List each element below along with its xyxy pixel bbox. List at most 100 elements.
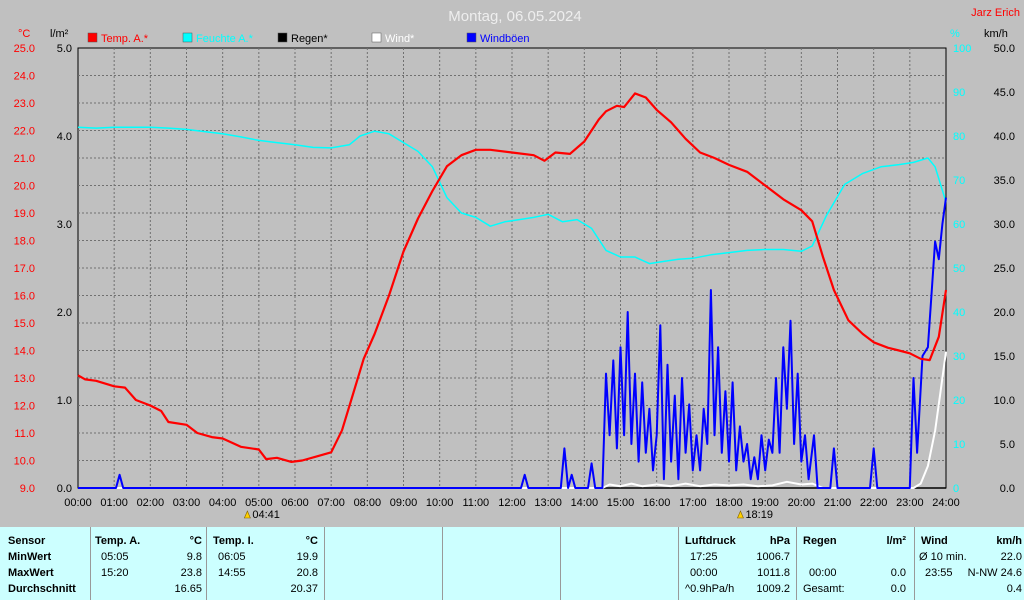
- x-tick-label: 12:00: [498, 497, 526, 509]
- rain-max-time: 00:00: [809, 567, 837, 579]
- x-tick-label: 11:00: [462, 497, 489, 509]
- rain-tick-label: 3.0: [57, 219, 72, 231]
- stats-temp-outdoor-panel: Temp. A. °C 05:05 9.8 15:20 23.8 16.65: [90, 527, 206, 600]
- humidity-tick-label: 0: [953, 483, 959, 495]
- humidity-tick-label: 80: [953, 131, 965, 143]
- humidity-tick-label: 20: [953, 395, 965, 407]
- wind-tick-label: 15.0: [994, 351, 1015, 363]
- wind-tick-label: 40.0: [994, 131, 1015, 143]
- humidity-tick-label: 40: [953, 307, 965, 319]
- temp-i-header: Temp. I.: [213, 535, 254, 547]
- sunset-time: 18:19: [745, 509, 773, 521]
- x-tick-label: 16:00: [643, 497, 671, 509]
- x-tick-label: 15:00: [607, 497, 635, 509]
- wind-tick-label: 5.0: [1000, 439, 1015, 451]
- wind-tick-label: 35.0: [994, 175, 1015, 187]
- stats-sensor-panel: Sensor MinWert MaxWert Durchschnitt: [0, 527, 90, 600]
- temp-tick-label: 21.0: [14, 153, 35, 165]
- wind-tick-label: 45.0: [994, 87, 1015, 99]
- humidity-tick-label: 10: [953, 439, 965, 451]
- temp-i-min-time: 06:05: [218, 551, 246, 563]
- temp-a-max-value: 23.8: [180, 567, 202, 579]
- series-line-tempa: [77, 92, 948, 463]
- x-tick-label: 02:00: [137, 497, 165, 509]
- temp-a-header: Temp. A.: [95, 535, 141, 547]
- wind-unit-label: km/h: [984, 28, 1008, 40]
- station-name: Jarz Erich: [971, 7, 1020, 19]
- row-label-min: MinWert: [8, 551, 52, 563]
- rain-tick-label: 2.0: [57, 307, 72, 319]
- legend-label: Regen*: [291, 33, 328, 45]
- temp-tick-label: 17.0: [14, 263, 35, 275]
- x-tick-label: 09:00: [390, 497, 418, 509]
- humidity-tick-label: 90: [953, 87, 965, 99]
- humidity-tick-label: 100: [953, 43, 971, 55]
- series-lines: [77, 92, 948, 489]
- wind-average: 0.4: [1006, 583, 1022, 595]
- pressure-min-time: 17:25: [690, 551, 718, 563]
- temp-tick-label: 13.0: [14, 373, 35, 385]
- legend-label: Temp. A.*: [101, 33, 149, 45]
- x-tick-label: 13:00: [534, 497, 562, 509]
- row-label-avg: Durchschnitt: [8, 583, 76, 595]
- legend-swatch: [371, 32, 382, 43]
- sunrise-time: 04:41: [252, 509, 280, 521]
- weather-chart: Montag, 06.05.2024 Jarz Erich °C l/m² % …: [14, 7, 1020, 521]
- x-tick-label: 08:00: [354, 497, 382, 509]
- temp-tick-label: 19.0: [14, 208, 35, 220]
- wind-tick-label: 25.0: [994, 263, 1015, 275]
- x-axis-ticks: 00:00 01:00 02:00 03:00 04:00 05:00 06:00 07:00…: [64, 497, 960, 509]
- temp-tick-label: 18.0: [14, 236, 35, 248]
- stats-empty-panel-3: [560, 527, 678, 600]
- rain-unit-label: l/m²: [50, 28, 69, 40]
- chart-title: Montag, 06.05.2024: [448, 8, 581, 25]
- sunset-icon: [736, 510, 744, 519]
- x-tick-label: 18:00: [715, 497, 743, 509]
- chart-legend: Temp. A.* Feuchte A.* Regen* Wind* Windböen: [87, 32, 530, 45]
- wind-tick-label: 10.0: [994, 395, 1015, 407]
- pressure-header: Luftdruck: [685, 535, 736, 547]
- legend-swatch: [277, 32, 288, 43]
- rain-unit: l/m²: [886, 535, 906, 547]
- wind-max-value: N-NW 24.6: [967, 567, 1022, 579]
- x-tick-label: 03:00: [173, 497, 201, 509]
- wind-avg-value: 22.0: [1000, 551, 1022, 563]
- temp-i-unit: °C: [305, 535, 318, 547]
- temp-a-min-time: 05:05: [101, 551, 129, 563]
- x-tick-label: 06:00: [281, 497, 309, 509]
- wind-unit: km/h: [996, 535, 1022, 547]
- humidity-tick-label: 70: [953, 175, 965, 187]
- x-tick-label: 21:00: [824, 497, 852, 509]
- pressure-average: 1009.2: [756, 583, 790, 595]
- wind-tick-label: 50.0: [994, 43, 1015, 55]
- x-tick-label: 24:00: [932, 497, 960, 509]
- humidity-unit-label: %: [950, 28, 960, 40]
- x-tick-label: 07:00: [317, 497, 345, 509]
- legend-label: Feuchte A.*: [196, 33, 254, 45]
- temp-unit-label: °C: [18, 28, 30, 40]
- temp-tick-label: 22.0: [14, 126, 35, 138]
- temp-i-max-time: 14:55: [218, 567, 246, 579]
- legend-label: Wind*: [385, 33, 415, 45]
- temp-tick-label: 16.0: [14, 291, 35, 303]
- x-tick-label: 01:00: [100, 497, 128, 509]
- rain-tick-label: 1.0: [57, 395, 72, 407]
- stats-empty-panel-1: [324, 527, 442, 600]
- wind-header: Wind: [921, 535, 948, 547]
- pressure-max-value: 1011.8: [757, 567, 790, 579]
- x-tick-label: 00:00: [64, 497, 92, 509]
- rain-tick-label: 5.0: [57, 43, 72, 55]
- sunrise-icon: [243, 510, 251, 519]
- x-tick-label: 23:00: [896, 497, 924, 509]
- x-tick-label: 22:00: [860, 497, 888, 509]
- x-tick-label: 14:00: [571, 497, 599, 509]
- rain-total-label: Gesamt:: [803, 583, 845, 595]
- legend-swatch: [182, 32, 193, 43]
- temp-a-min-value: 9.8: [186, 551, 202, 563]
- stats-wind-panel: Wind km/h Ø 10 min. 22.0 23:55 N-NW 24.6…: [914, 527, 1024, 600]
- temp-a-average: 16.65: [174, 583, 202, 595]
- pressure-unit: hPa: [769, 535, 790, 547]
- series-line-wind: [78, 351, 947, 489]
- stats-temp-indoor-panel: Temp. I. °C 06:05 19.9 14:55 20.8 20.37: [206, 527, 324, 600]
- series-line-feuchtea: [77, 126, 947, 265]
